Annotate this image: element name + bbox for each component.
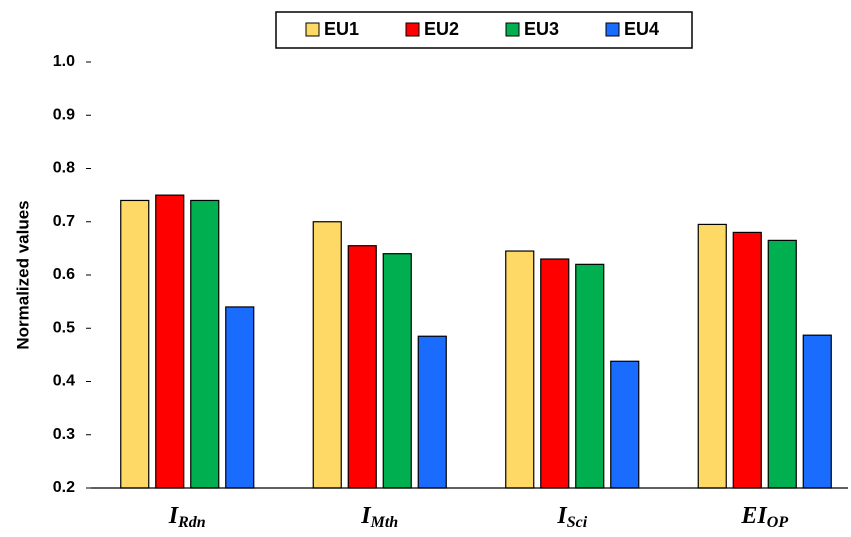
- legend-swatch: [305, 22, 320, 37]
- y-tick-label: 0.6: [53, 266, 75, 283]
- y-axis-label: Normalized values: [13, 200, 32, 349]
- x-tick-label-sub: OP: [767, 514, 789, 531]
- x-tick-label: EIOP: [740, 503, 788, 531]
- bar: [767, 239, 797, 489]
- x-tick-label-base: I: [556, 503, 568, 529]
- y-tick-label: 0.9: [53, 106, 75, 123]
- bar: [120, 199, 150, 489]
- y-tick-label: 0.2: [53, 479, 75, 496]
- x-tick-label-sub: Rdn: [177, 514, 206, 531]
- x-tick-label-base: I: [168, 503, 180, 529]
- bar: [225, 306, 255, 489]
- legend-box: [275, 11, 693, 49]
- bar: [732, 231, 762, 489]
- bar: [802, 334, 832, 489]
- x-tick-label-sub: Mth: [370, 514, 399, 531]
- y-tick-label: 0.5: [53, 319, 75, 336]
- y-tick-label: 0.3: [53, 426, 75, 443]
- legend-label: EU1: [324, 19, 359, 39]
- x-tick-label: IRdn: [168, 503, 206, 531]
- legend-label: EU2: [424, 19, 459, 39]
- x-tick-label-base: EI: [740, 503, 768, 529]
- y-tick-label: 0.7: [53, 213, 75, 230]
- legend-swatch: [505, 22, 520, 37]
- bar: [312, 221, 342, 489]
- bar: [575, 263, 605, 489]
- y-tick-label: 1.0: [53, 53, 75, 70]
- y-tick-label: 0.8: [53, 160, 75, 177]
- bar: [417, 335, 447, 489]
- legend-label: EU3: [524, 19, 559, 39]
- x-tick-label: ISci: [556, 503, 587, 531]
- x-tick-label: IMth: [360, 503, 398, 531]
- bar: [610, 360, 640, 489]
- legend-swatch: [605, 22, 620, 37]
- legend-swatch: [405, 22, 420, 37]
- bar: [382, 253, 412, 489]
- bar: [155, 194, 185, 489]
- bar: [697, 223, 727, 489]
- x-tick-label-base: I: [360, 503, 372, 529]
- bar: [347, 245, 377, 489]
- legend-label: EU4: [624, 19, 659, 39]
- x-tick-label-sub: Sci: [567, 514, 588, 531]
- bar: [505, 250, 535, 489]
- bar: [540, 258, 570, 489]
- bar: [190, 199, 220, 489]
- y-tick-label: 0.4: [53, 373, 75, 390]
